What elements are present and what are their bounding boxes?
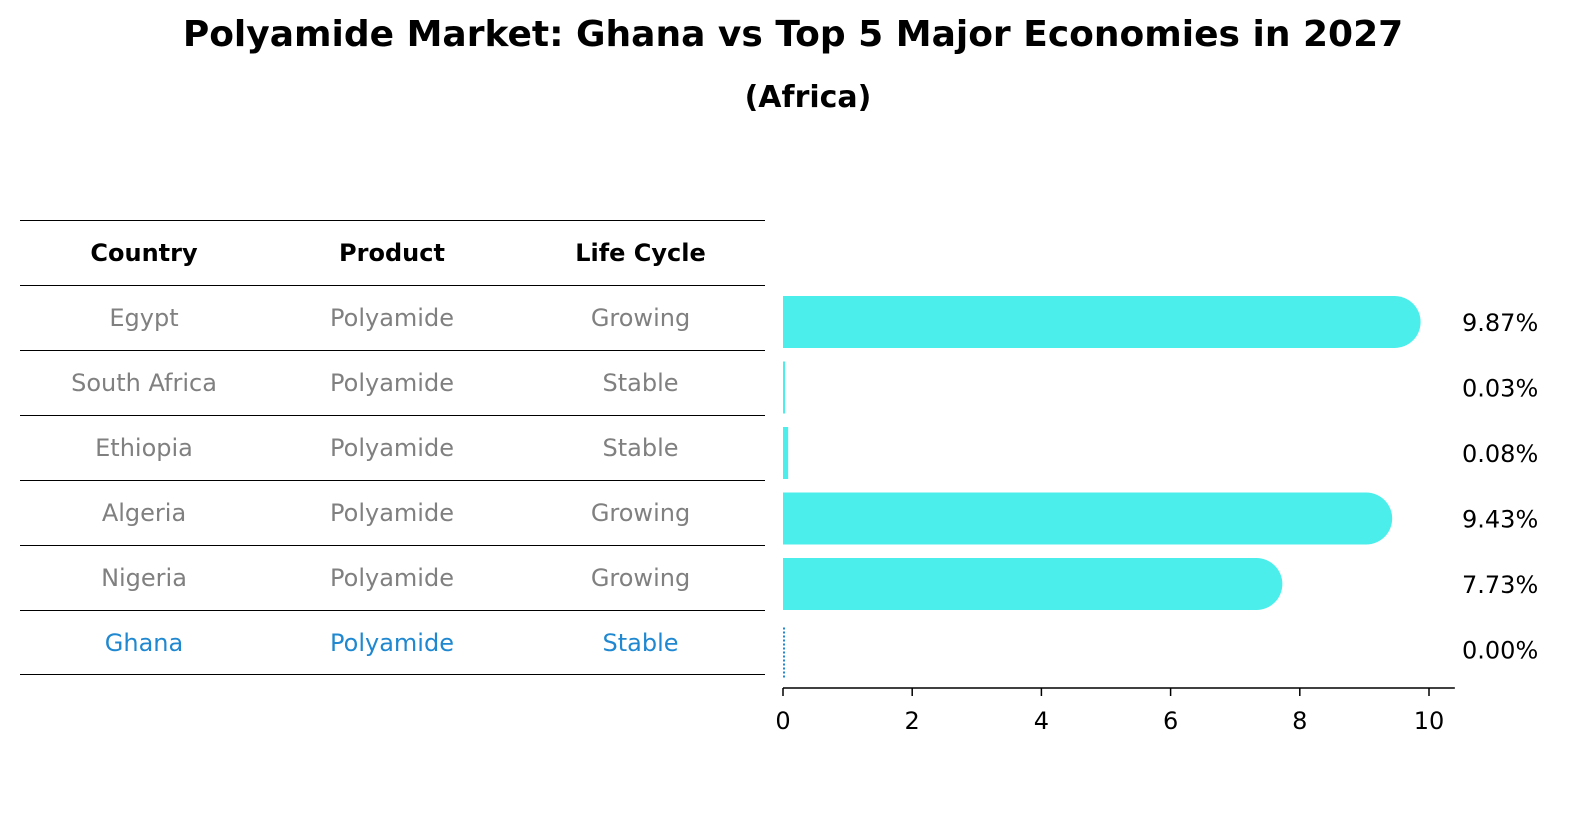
table-cell-life-cycle: Stable (602, 434, 679, 462)
table-cell-country: Ghana (104, 629, 184, 657)
table-cell-product: Polyamide (330, 434, 454, 462)
table-row: Ghana Polyamide Stable (20, 610, 765, 675)
data-table: Country Product Life Cycle Egypt Polyami… (20, 220, 765, 675)
bar-south-africa (783, 361, 785, 414)
data-label-algeria: 9.43% (1462, 506, 1538, 534)
table-cell-country: South Africa (71, 369, 217, 397)
bar-nigeria (783, 558, 1283, 610)
x-tick-label: 6 (1163, 707, 1178, 735)
data-label-south-africa: 0.03% (1462, 375, 1538, 403)
table-row: Nigeria Polyamide Growing (20, 545, 765, 610)
table-cell-country: Egypt (109, 304, 179, 332)
table-row: Egypt Polyamide Growing (20, 285, 765, 350)
table-cell-life-cycle: Growing (590, 499, 691, 527)
table-cell-product: Polyamide (330, 369, 454, 397)
bar-ethiopia (783, 427, 789, 479)
table-header-row: Country Product Life Cycle (20, 220, 765, 285)
table-row: South Africa Polyamide Stable (20, 350, 765, 415)
chart-title: Polyamide Market: Ghana vs Top 5 Major E… (182, 14, 1404, 55)
table-cell-life-cycle: Growing (590, 564, 691, 592)
bar-algeria (783, 492, 1393, 545)
table-cell-country: Algeria (101, 499, 187, 527)
table-cell-product: Polyamide (330, 304, 454, 332)
table-cell-life-cycle: Stable (602, 629, 679, 657)
data-label-nigeria: 7.73% (1462, 571, 1538, 599)
table-header-product: Product (339, 239, 445, 267)
table-header-country: Country (90, 239, 198, 267)
table-cell-product: Polyamide (330, 564, 454, 592)
table-cell-life-cycle: Stable (602, 369, 679, 397)
table-row: Algeria Polyamide Growing (20, 480, 765, 545)
bar-egypt (783, 296, 1421, 348)
x-tick-label: 0 (775, 707, 790, 735)
data-label-ghana: 0.00% (1462, 637, 1538, 665)
table-cell-life-cycle: Growing (590, 304, 691, 332)
table-row: Ethiopia Polyamide Stable (20, 415, 765, 480)
x-tick-label: 2 (905, 707, 920, 735)
table-header-life-cycle: Life Cycle (575, 239, 706, 267)
table-cell-country: Nigeria (101, 564, 187, 592)
x-tick-label: 4 (1034, 707, 1049, 735)
x-tick-label: 8 (1292, 707, 1307, 735)
x-tick-label: 10 (1414, 707, 1445, 735)
table-cell-product: Polyamide (330, 499, 454, 527)
data-label-egypt: 9.87% (1462, 309, 1538, 337)
table-cell-product: Polyamide (330, 629, 454, 657)
bar-chart: 9.87% 0.03% 0.08% 9.43% 7.73% 0.00% 0 2 4 6 8 10 (775, 296, 1538, 735)
data-label-ethiopia: 0.08% (1462, 440, 1538, 468)
chart-subtitle: (Africa) (744, 80, 872, 115)
table-cell-country: Ethiopia (95, 434, 193, 462)
